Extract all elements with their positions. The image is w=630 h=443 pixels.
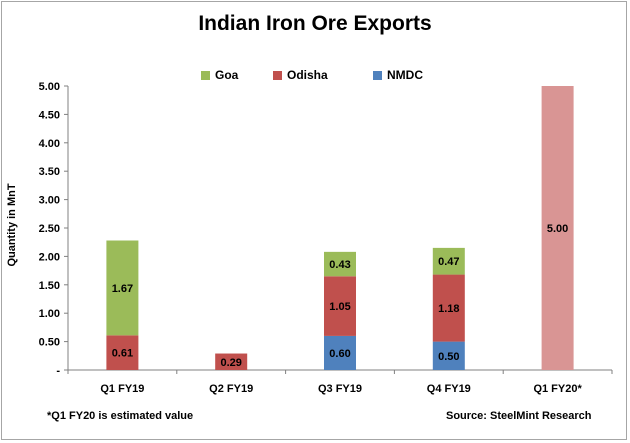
- y-tick-label: 4.00: [39, 138, 60, 150]
- chart-title: Indian Iron Ore Exports: [198, 12, 432, 35]
- data-label-goa: 0.43: [329, 259, 350, 271]
- data-label-odisha: 0.29: [220, 357, 241, 369]
- bar-odisha: [106, 335, 139, 370]
- y-tick-label: 1.50: [39, 280, 60, 292]
- data-label-odisha: 0.61: [112, 348, 133, 360]
- x-tick-label: Q1 FY20*: [533, 383, 582, 395]
- source-note: Source: SteelMint Research: [446, 410, 592, 422]
- bar-goa: [432, 247, 465, 275]
- legend-swatch-goa: [201, 70, 210, 80]
- legend-label-goa: Goa: [215, 68, 239, 82]
- data-label-odisha: 1.05: [329, 301, 350, 313]
- data-label-odisha: 1.18: [438, 303, 459, 315]
- bar-odisha: [215, 353, 248, 370]
- data-label-nmdc: 0.60: [329, 348, 350, 360]
- x-tick-label: Q2 FY19: [209, 383, 253, 395]
- data-label-nmdc: 0.50: [438, 351, 459, 363]
- footnote: *Q1 FY20 is estimated value: [47, 410, 194, 422]
- bar-goa: [324, 251, 356, 277]
- y-tick-label: 0.50: [39, 337, 60, 349]
- legend-item-odisha: Odisha: [273, 68, 328, 82]
- data-label-goa: 1.67: [112, 283, 133, 295]
- legend-label-odisha: Odisha: [287, 68, 328, 82]
- bar-odisha: [324, 276, 356, 336]
- legend-swatch-nmdc: [373, 70, 382, 80]
- bar-nmdc: [432, 341, 465, 370]
- y-tick-label: 1.00: [39, 308, 60, 320]
- y-tick-label: 4.50: [39, 109, 60, 121]
- y-tick-label: 5.00: [39, 81, 60, 93]
- legend-item-nmdc: NMDC: [373, 68, 423, 82]
- legend-label-nmdc: NMDC: [387, 68, 423, 82]
- x-tick-label: Q4 FY19: [427, 383, 471, 395]
- y-tick-label: 3.50: [39, 166, 60, 178]
- bar-nmdc: [324, 335, 356, 370]
- bar-estimate: [541, 86, 574, 370]
- bar-odisha: [432, 274, 465, 342]
- y-tick-label: 3.00: [39, 195, 60, 207]
- data-label-estimate: 5.00: [547, 223, 568, 235]
- x-tick-label: Q3 FY19: [318, 383, 362, 395]
- y-tick-label: 2.00: [39, 251, 60, 263]
- y-tick-label: -: [56, 365, 60, 377]
- data-label-goa: 0.47: [438, 256, 459, 268]
- legend: Goa Odisha NMDC: [0, 68, 630, 84]
- y-tick-label: 2.50: [39, 223, 60, 235]
- bar-goa: [106, 240, 139, 336]
- legend-swatch-odisha: [273, 70, 282, 80]
- x-tick-label: Q1 FY19: [100, 383, 144, 395]
- legend-item-goa: Goa: [201, 68, 238, 82]
